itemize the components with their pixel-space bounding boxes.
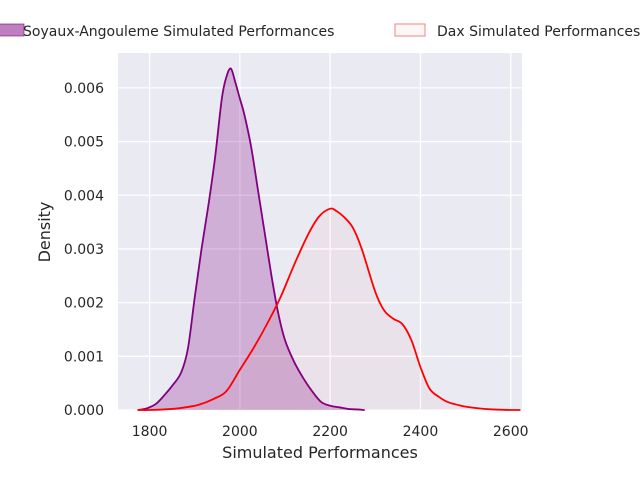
legend-swatch-dax (394, 23, 426, 37)
y-tick-label: 0.005 (64, 135, 104, 151)
x-tick-label: 2000 (222, 424, 258, 440)
series-line-dax (137, 207, 521, 411)
series-group (137, 67, 521, 411)
x-tick-label: 2600 (493, 424, 529, 440)
legend-swatch-soyaux-angouleme (0, 23, 25, 37)
x-axis-ticks: 1800 2000 2200 2400 2600 (132, 424, 529, 440)
plot-background (118, 53, 522, 410)
y-axis-label: Density (35, 202, 54, 263)
series-line-soyaux-angouleme (137, 67, 365, 411)
y-tick-label: 0.002 (64, 296, 104, 312)
x-axis-label: Simulated Performances (222, 443, 418, 462)
y-tick-label: 0.004 (64, 188, 104, 204)
legend-label-soyaux-angouleme: Soyaux-Angouleme Simulated Performances (23, 24, 334, 40)
x-tick-label: 2400 (403, 424, 439, 440)
x-tick-label: 2200 (312, 424, 348, 440)
grid (118, 53, 522, 411)
y-axis-ticks: 0.000 0.001 0.002 0.003 0.004 0.005 0.006 (64, 81, 104, 419)
x-tick-label: 1800 (132, 424, 168, 440)
y-tick-label: 0.003 (64, 242, 104, 258)
y-tick-label: 0.000 (64, 403, 104, 419)
legend: Soyaux-Angouleme Simulated Performances D… (0, 23, 640, 40)
series-area-soyaux-angouleme (138, 68, 365, 410)
legend-label-dax: Dax Simulated Performances (437, 24, 640, 40)
y-tick-label: 0.006 (64, 81, 104, 97)
y-tick-label: 0.001 (64, 349, 104, 365)
